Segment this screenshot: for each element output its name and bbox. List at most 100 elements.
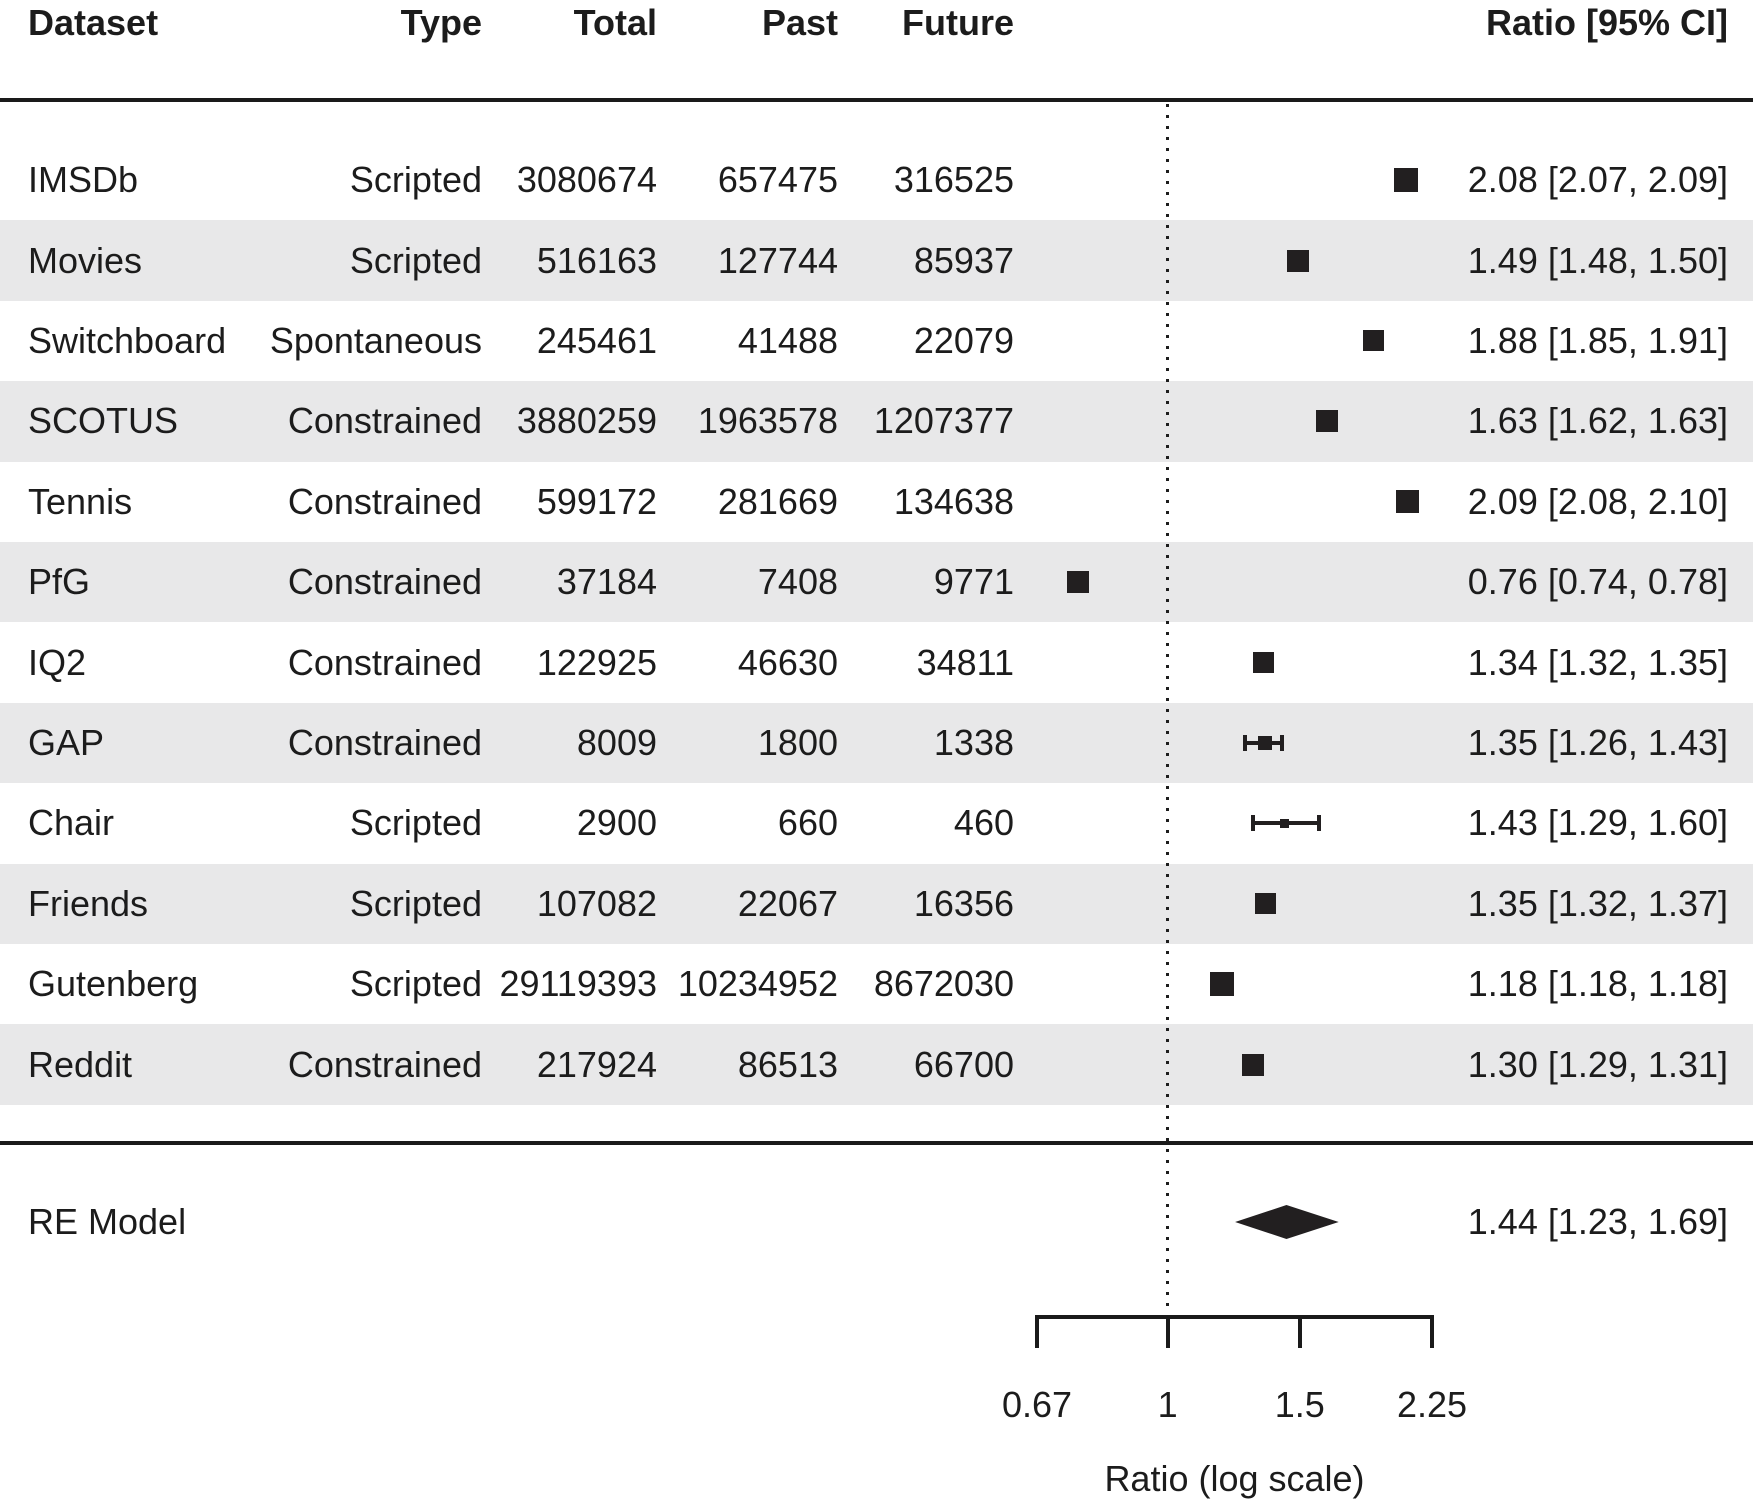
table-row: Chair Scripted 2900 660 460 1.43 [1.29, … xyxy=(0,783,1753,863)
forest-square-marker xyxy=(1396,490,1420,514)
column-header-dataset: Dataset xyxy=(28,2,159,43)
dataset-name: GAP xyxy=(28,721,105,763)
table-row: SCOTUS Constrained 3880259 1963578 12073… xyxy=(0,381,1753,462)
dataset-type: Constrained xyxy=(287,1043,482,1085)
dataset-type: Constrained xyxy=(287,721,482,763)
forest-square-marker xyxy=(1279,818,1289,828)
column-header-past: Past xyxy=(761,2,838,43)
summary-diamond-icon xyxy=(1235,1205,1339,1239)
dataset-name: Movies xyxy=(28,239,143,281)
dataset-type: Scripted xyxy=(349,882,482,924)
ratio-ci-value: 1.43 [1.29, 1.60] xyxy=(1467,802,1728,844)
dataset-type: Constrained xyxy=(287,561,482,603)
total-count: 599172 xyxy=(536,480,657,522)
past-count: 1800 xyxy=(757,721,838,763)
dataset-type: Scripted xyxy=(349,239,482,281)
header-separator-line xyxy=(0,98,1753,102)
forest-square-marker xyxy=(1394,168,1419,193)
forest-square-marker xyxy=(1286,249,1309,272)
total-count: 2900 xyxy=(576,802,657,844)
past-count: 7408 xyxy=(757,561,838,603)
total-count: 217924 xyxy=(536,1043,657,1085)
future-count: 460 xyxy=(953,802,1014,844)
total-count: 245461 xyxy=(536,319,657,361)
ratio-ci-value: 2.08 [2.07, 2.09] xyxy=(1467,159,1728,201)
dataset-type: Scripted xyxy=(349,802,482,844)
future-count: 1207377 xyxy=(873,400,1014,442)
forest-square-marker xyxy=(1315,410,1338,433)
x-axis-tick xyxy=(1035,1315,1039,1348)
future-count: 85937 xyxy=(913,239,1014,281)
dataset-type: Spontaneous xyxy=(269,319,482,361)
column-header-total: Total xyxy=(573,2,657,43)
past-count: 46630 xyxy=(737,641,838,683)
dataset-name: Gutenberg xyxy=(28,963,199,1005)
table-row: IMSDb Scripted 3080674 657475 316525 2.0… xyxy=(0,140,1753,220)
past-count: 86513 xyxy=(737,1043,838,1085)
table-row: Switchboard Spontaneous 245461 41488 220… xyxy=(0,301,1753,381)
total-count: 3880259 xyxy=(516,400,657,442)
ratio-ci-value: 1.88 [1.85, 1.91] xyxy=(1467,319,1728,361)
future-count: 22079 xyxy=(913,319,1014,361)
dataset-type: Scripted xyxy=(349,159,482,201)
summary-ratio-value: 1.44 [1.23, 1.69] xyxy=(1467,1201,1728,1242)
ratio-ci-value: 1.34 [1.32, 1.35] xyxy=(1467,641,1728,683)
total-count: 516163 xyxy=(536,239,657,281)
x-axis-line xyxy=(1035,1315,1434,1319)
x-axis-tick xyxy=(1297,1315,1302,1348)
forest-square-marker xyxy=(1252,652,1274,674)
total-count: 107082 xyxy=(536,882,657,924)
past-count: 1963578 xyxy=(697,400,838,442)
total-count: 122925 xyxy=(536,641,657,683)
forest-square-marker xyxy=(1254,893,1276,915)
x-axis-tick-label: 1.5 xyxy=(1274,1384,1325,1425)
column-header-ratio-ci: Ratio [95% CI] xyxy=(1485,2,1728,43)
dataset-name: IMSDb xyxy=(28,159,139,201)
table-row: Movies Scripted 516163 127744 85937 1.49… xyxy=(0,220,1753,301)
past-count: 660 xyxy=(777,802,838,844)
summary-separator-line xyxy=(0,1141,1753,1145)
ratio-ci-value: 0.76 [0.74, 0.78] xyxy=(1467,561,1728,603)
x-axis-title: Ratio (log scale) xyxy=(1104,1458,1365,1499)
dataset-type: Constrained xyxy=(287,480,482,522)
ratio-ci-value: 1.35 [1.26, 1.43] xyxy=(1467,721,1728,763)
table-row: Reddit Constrained 217924 86513 66700 1.… xyxy=(0,1024,1753,1105)
ratio-ci-value: 1.35 [1.32, 1.37] xyxy=(1467,882,1728,924)
past-count: 22067 xyxy=(737,882,838,924)
table-row: GAP Constrained 8009 1800 1338 1.35 [1.2… xyxy=(0,702,1753,784)
ratio-ci-value: 1.30 [1.29, 1.31] xyxy=(1467,1043,1728,1085)
dataset-name: IQ2 xyxy=(28,641,87,683)
dataset-name: Reddit xyxy=(28,1043,133,1085)
total-count: 8009 xyxy=(576,721,657,763)
column-header-type: Type xyxy=(400,2,482,43)
dataset-name: Tennis xyxy=(28,480,133,522)
table-row: Friends Scripted 107082 22067 16356 1.35… xyxy=(0,863,1753,944)
future-count: 1338 xyxy=(933,721,1014,763)
future-count: 34811 xyxy=(916,641,1014,683)
ratio-ci-value: 1.63 [1.62, 1.63] xyxy=(1467,400,1728,442)
past-count: 10234952 xyxy=(677,963,838,1005)
table-row: PfG Constrained 37184 7408 9771 0.76 [0.… xyxy=(0,542,1753,623)
dataset-name: Friends xyxy=(28,882,149,924)
past-count: 657475 xyxy=(717,159,838,201)
x-axis-tick-label: 2.25 xyxy=(1396,1384,1468,1425)
past-count: 281669 xyxy=(717,480,838,522)
future-count: 316525 xyxy=(893,159,1014,201)
future-count: 9771 xyxy=(933,561,1014,603)
column-header-future: Future xyxy=(902,2,1014,43)
total-count: 29119393 xyxy=(499,963,658,1005)
dataset-type: Constrained xyxy=(287,400,482,442)
dataset-type: Constrained xyxy=(287,641,482,683)
dataset-type: Scripted xyxy=(349,963,482,1005)
forest-square-marker xyxy=(1362,330,1384,352)
forest-square-marker xyxy=(1258,735,1273,750)
forest-square-marker xyxy=(1067,571,1090,594)
dataset-name: PfG xyxy=(28,561,91,603)
past-count: 41488 xyxy=(737,319,838,361)
dataset-name: Switchboard xyxy=(28,319,227,361)
past-count: 127744 xyxy=(717,239,838,281)
future-count: 8672030 xyxy=(873,963,1014,1005)
x-axis-tick xyxy=(1165,1315,1170,1348)
x-axis-tick xyxy=(1430,1315,1434,1348)
